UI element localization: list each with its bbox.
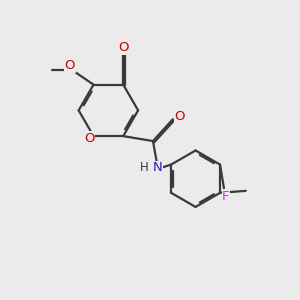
Text: N: N — [153, 161, 163, 174]
Text: O: O — [175, 110, 185, 123]
Text: O: O — [84, 132, 95, 145]
Text: H: H — [140, 161, 148, 174]
Text: O: O — [64, 59, 75, 72]
Text: F: F — [222, 190, 230, 203]
Text: O: O — [118, 41, 128, 55]
